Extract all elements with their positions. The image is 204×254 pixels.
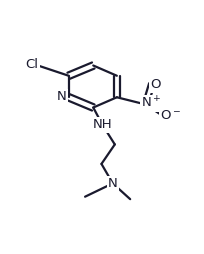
Text: N: N (57, 90, 67, 103)
Text: Cl: Cl (26, 58, 39, 71)
Text: N: N (107, 177, 117, 190)
Text: NH: NH (92, 118, 112, 132)
Text: O$^-$: O$^-$ (159, 109, 180, 122)
Text: O: O (150, 78, 160, 91)
Text: N$^+$: N$^+$ (140, 96, 161, 111)
